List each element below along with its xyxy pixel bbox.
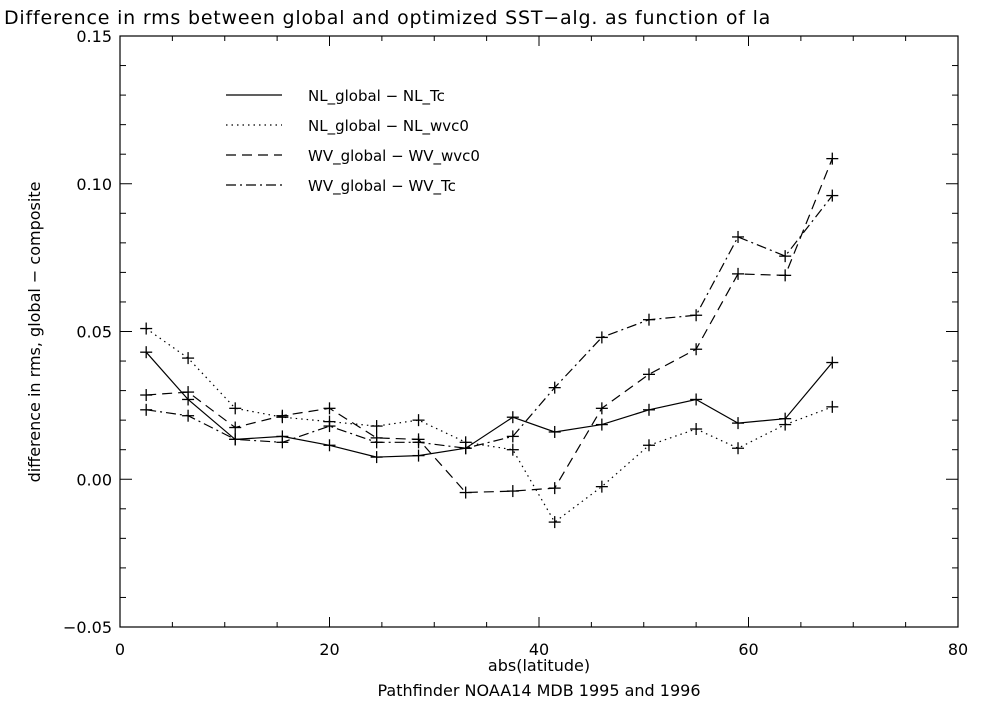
- y-axis-label: difference in rms, global − composite: [25, 182, 44, 483]
- data-point: [459, 486, 472, 499]
- data-point: [779, 269, 792, 282]
- axis-tick-labels: 0 20 40 60 80 −0.05 0.00 0.05 0.10 0.15: [63, 27, 968, 659]
- data-point: [412, 449, 425, 462]
- y-tick-label: 0.05: [76, 323, 112, 342]
- series-2: [140, 322, 839, 529]
- data-point: [370, 451, 383, 464]
- data-point: [182, 409, 195, 422]
- data-point: [548, 381, 561, 394]
- data-point: [412, 414, 425, 427]
- y-tick-label: −0.05: [63, 618, 112, 637]
- data-point: [690, 309, 703, 322]
- x-tick-label: 80: [948, 640, 968, 659]
- data-point: [140, 403, 153, 416]
- legend-item: NL_global − NL_Tc: [226, 87, 445, 106]
- plot-area-frame: [119, 35, 959, 628]
- legend-label: NL_global − NL_Tc: [308, 87, 445, 106]
- y-tick-label: 0.15: [76, 27, 112, 46]
- data-point: [826, 189, 839, 202]
- series-4: [140, 189, 839, 455]
- y-tick-label: 0.00: [76, 470, 112, 489]
- x-tick-label: 20: [319, 640, 339, 659]
- data-point: [595, 402, 608, 415]
- data-point: [548, 516, 561, 529]
- legend-label: WV_global − WV_wvc0: [308, 147, 480, 166]
- data-point: [732, 230, 745, 243]
- data-point: [276, 409, 289, 422]
- data-point: [595, 331, 608, 344]
- data-point: [323, 439, 336, 452]
- data-point: [642, 439, 655, 452]
- series-line: [146, 195, 833, 449]
- data-point: [642, 368, 655, 381]
- data-point: [690, 423, 703, 436]
- data-point: [276, 436, 289, 449]
- x-tick-label: 60: [738, 640, 758, 659]
- series-1: [140, 346, 839, 464]
- data-point: [506, 411, 519, 424]
- data-point: [506, 485, 519, 498]
- data-point: [595, 480, 608, 493]
- chart-subtitle: Pathfinder NOAA14 MDB 1995 and 1996: [378, 681, 701, 700]
- data-point: [140, 389, 153, 402]
- data-point: [412, 436, 425, 449]
- legend-item: NL_global − NL_wvc0: [226, 117, 469, 136]
- x-tick-label: 0: [115, 640, 125, 659]
- data-point: [826, 152, 839, 165]
- data-point: [323, 402, 336, 415]
- data-point: [779, 418, 792, 431]
- data-point: [506, 443, 519, 456]
- legend-label: NL_global − NL_wvc0: [308, 117, 469, 136]
- data-point: [140, 322, 153, 335]
- x-axis-label: abs(latitude): [488, 656, 590, 675]
- data-point: [548, 482, 561, 495]
- data-point: [732, 267, 745, 280]
- data-point: [642, 403, 655, 416]
- y-tick-label: 0.10: [76, 175, 112, 194]
- chart-title: Difference in rms between global and opt…: [4, 7, 771, 29]
- series-lines: [140, 152, 839, 529]
- data-point: [548, 425, 561, 438]
- series-line: [145, 328, 833, 523]
- data-point: [779, 250, 792, 263]
- data-point: [182, 386, 195, 399]
- data-point: [732, 417, 745, 430]
- data-point: [370, 420, 383, 433]
- data-point: [642, 313, 655, 326]
- data-point: [182, 352, 195, 365]
- data-point: [459, 442, 472, 455]
- series-line: [145, 351, 833, 458]
- series-3: [140, 152, 839, 499]
- data-point: [826, 356, 839, 369]
- legend-item: WV_global − WV_wvc0: [226, 147, 480, 166]
- data-point: [690, 343, 703, 356]
- axis-ticks: [119, 35, 959, 628]
- data-point: [732, 442, 745, 455]
- legend-label: WV_global − WV_Tc: [308, 177, 456, 196]
- data-point: [506, 430, 519, 443]
- data-point: [229, 433, 242, 446]
- legend: NL_global − NL_Tc NL_global − NL_wvc0 WV_g…: [226, 87, 480, 196]
- legend-item: WV_global − WV_Tc: [226, 177, 456, 196]
- data-point: [370, 436, 383, 449]
- data-point: [690, 393, 703, 406]
- x-tick-label: 40: [529, 640, 549, 659]
- data-point: [826, 400, 839, 413]
- data-point: [323, 420, 336, 433]
- data-point: [140, 346, 153, 359]
- series-line: [146, 158, 833, 494]
- data-point: [229, 402, 242, 415]
- data-point: [595, 418, 608, 431]
- data-point: [229, 421, 242, 434]
